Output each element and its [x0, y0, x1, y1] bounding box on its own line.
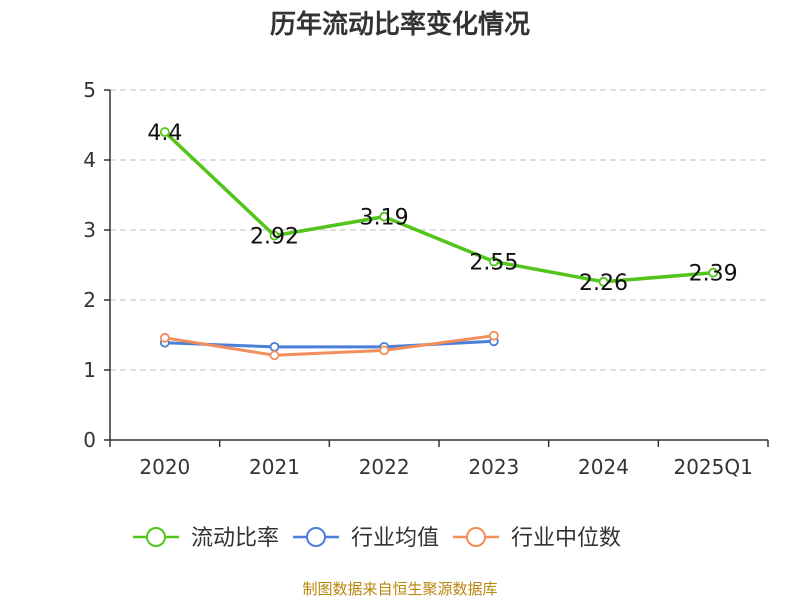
legend-marker	[146, 527, 166, 547]
y-tick-label: 1	[83, 358, 96, 382]
legend-marker	[306, 527, 326, 547]
data-point	[598, 276, 609, 287]
y-tick-label: 5	[83, 78, 96, 102]
y-tick-label: 3	[83, 218, 96, 242]
data-point	[708, 267, 719, 278]
data-point	[159, 127, 170, 137]
data-point	[159, 332, 170, 343]
data-label: 3.19	[360, 206, 409, 231]
data-point	[269, 230, 280, 241]
legend-label: 行业中位数	[511, 526, 621, 551]
legend-label: 行业均值	[351, 526, 439, 551]
series-layer	[159, 127, 719, 361]
y-tick-label: 4	[83, 148, 96, 172]
axes: 0 1 2 3 4 5 2020 2021 2022 2023 2024 2025Q1	[83, 78, 769, 479]
x-tick-label: 2021	[249, 455, 300, 479]
data-point	[379, 211, 390, 222]
data-point	[379, 345, 390, 356]
grid-lines	[110, 89, 768, 371]
data-point	[488, 256, 499, 267]
data-label: 2.92	[250, 225, 299, 250]
x-tick-label: 2023	[468, 455, 519, 479]
series-line	[163, 130, 714, 284]
data-label: 2.55	[469, 251, 518, 276]
legend: 流动比率 行业均值 行业中位数	[133, 526, 621, 551]
data-labels: 4.4 2.92 3.19 2.55 2.26 2.39	[147, 121, 737, 296]
series-line	[164, 334, 495, 357]
chart-title: 历年流动比率变化情况	[269, 10, 530, 40]
data-label: 2.39	[689, 262, 738, 287]
legend-marker	[466, 527, 486, 547]
x-tick-label: 2020	[139, 455, 190, 479]
legend-label: 流动比率	[191, 526, 279, 551]
x-tick-label: 2024	[578, 455, 629, 479]
data-point	[488, 330, 499, 341]
data-point	[269, 350, 280, 361]
source-note: 制图数据来自恒生聚源数据库	[302, 580, 498, 598]
x-tick-label: 2025Q1	[673, 455, 752, 479]
y-tick-label: 2	[83, 288, 96, 312]
x-tick-label: 2022	[359, 455, 410, 479]
data-label: 2.26	[579, 271, 628, 296]
y-tick-label: 0	[83, 428, 96, 452]
data-label: 4.4	[147, 121, 182, 146]
data-point	[269, 341, 280, 352]
